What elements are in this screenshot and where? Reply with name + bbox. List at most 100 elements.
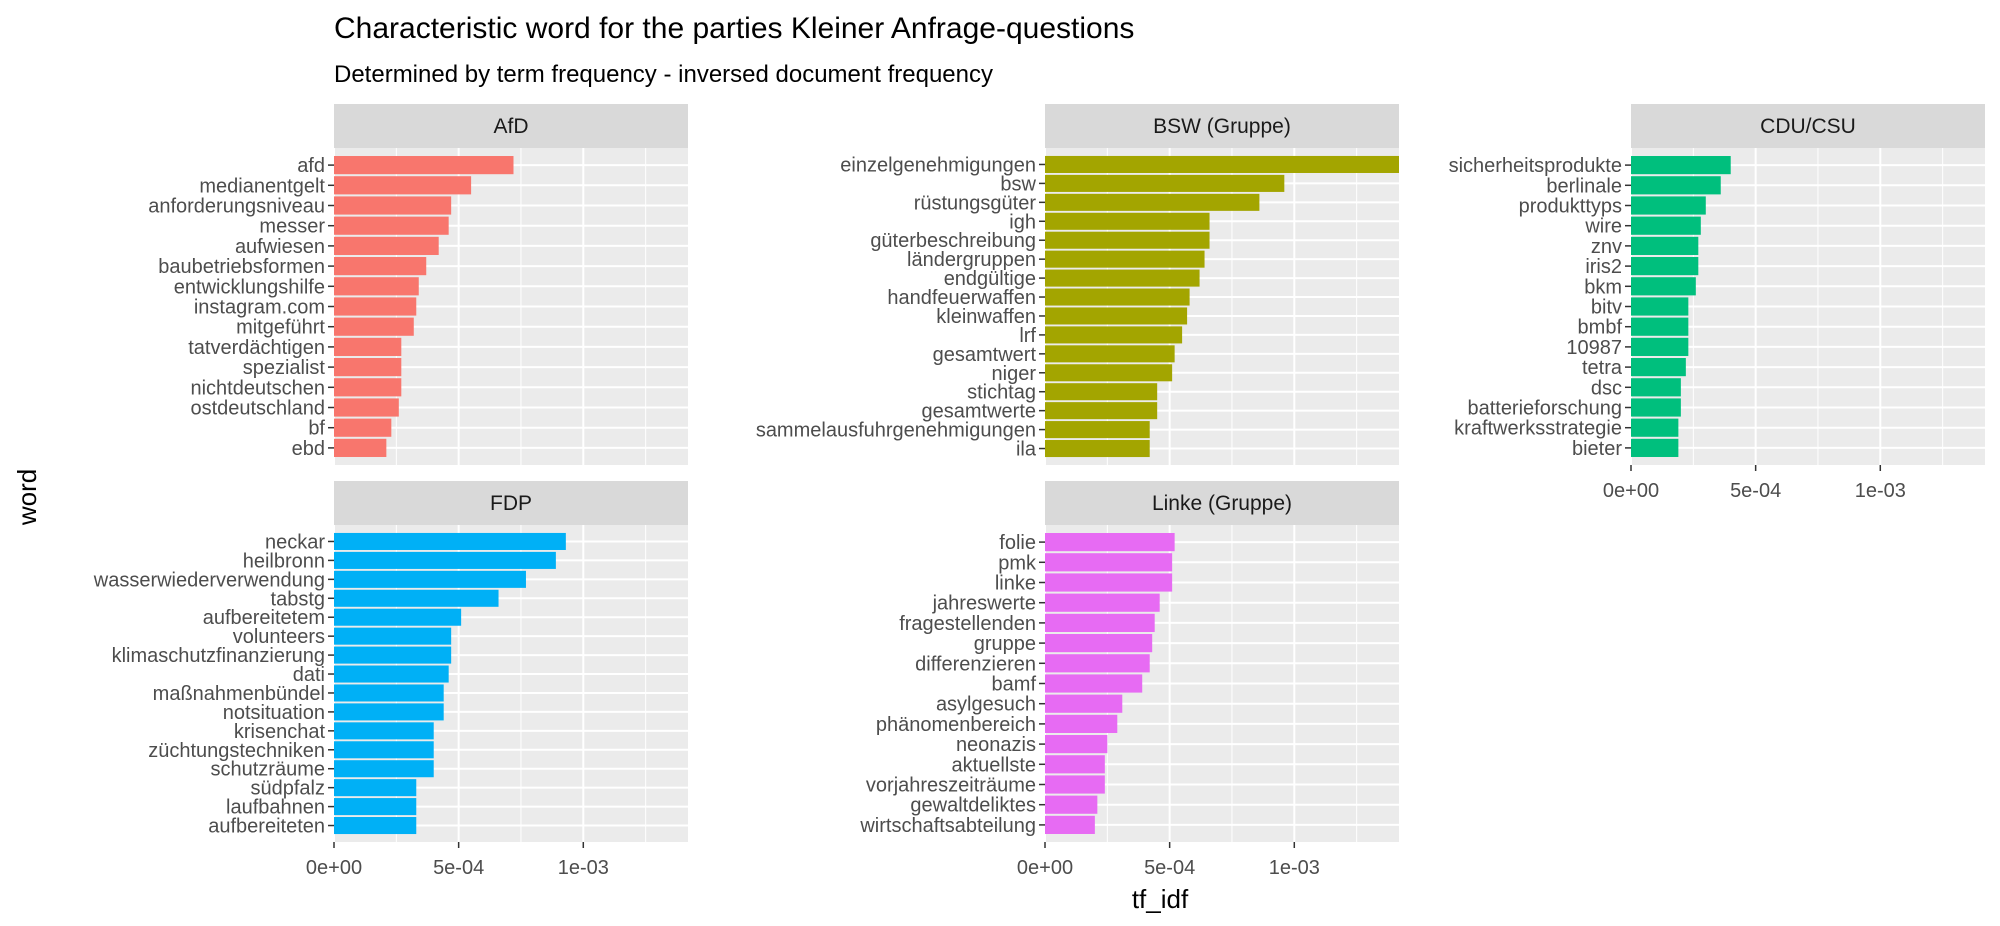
y-tick-label: mitgeführt <box>236 317 325 339</box>
y-tick-label: aufbereiteten <box>208 816 325 838</box>
y-tick-label: gesamtwert <box>933 344 1037 366</box>
y-tick-label: krisenchat <box>234 721 326 743</box>
bar <box>334 176 472 195</box>
bar <box>1045 231 1210 249</box>
y-tick-label: differenzieren <box>915 653 1036 675</box>
x-tick-label: 1e-03 <box>1855 480 1906 502</box>
bar <box>1045 212 1210 230</box>
y-tick-label: medianentgelt <box>199 175 325 197</box>
facet-panel: Linke (Gruppe) foliepmklinkejahreswertefr… <box>859 481 1399 879</box>
y-tick-label: spezialist <box>243 357 326 379</box>
bar <box>1045 174 1285 192</box>
bar <box>1631 398 1681 417</box>
y-tick-label: klimaschutzfinanzierung <box>112 645 325 667</box>
x-tick-label: 0e+00 <box>306 857 362 879</box>
bar <box>1631 438 1679 457</box>
y-tick-label: niger <box>992 363 1037 385</box>
y-tick-label: fragestellenden <box>899 613 1036 635</box>
bar <box>1045 795 1098 814</box>
bar <box>1045 440 1150 458</box>
bar <box>1045 288 1190 306</box>
y-tick-label: afd <box>297 155 325 177</box>
x-tick-label: 1e-03 <box>558 857 609 879</box>
bar <box>1045 613 1155 632</box>
bar <box>334 760 434 778</box>
bar <box>334 665 449 683</box>
y-tick-label: ebd <box>292 438 325 460</box>
bar <box>1045 573 1173 592</box>
y-axis-title: word <box>12 469 42 526</box>
y-tick-label: bieter <box>1572 438 1622 460</box>
y-tick-label: asylgesuch <box>936 694 1036 716</box>
bar <box>334 703 444 721</box>
y-tick-label: ostdeutschland <box>190 398 325 420</box>
y-tick-label: nichtdeutschen <box>190 377 325 399</box>
y-tick-label: iris2 <box>1585 256 1622 278</box>
bar <box>334 627 452 645</box>
y-tick-label: rüstungsgüter <box>914 192 1037 214</box>
bar <box>334 722 434 740</box>
bar <box>1045 326 1183 344</box>
bar <box>334 378 402 397</box>
bar <box>334 646 452 664</box>
x-tick-label: 0e+00 <box>1603 480 1659 502</box>
y-tick-label: dati <box>293 664 325 686</box>
facet-strip-label: FDP <box>490 492 532 515</box>
bar <box>334 277 419 296</box>
y-tick-label: gewaltdeliktes <box>910 795 1036 817</box>
y-tick-label: bkm <box>1584 276 1622 298</box>
bar <box>1045 674 1143 693</box>
y-tick-label: aktuellste <box>952 754 1037 776</box>
bar <box>1045 634 1153 653</box>
y-tick-label: entwicklungshilfe <box>174 276 325 298</box>
bar <box>334 418 392 437</box>
y-tick-label: phänomenbereich <box>876 714 1036 736</box>
bar <box>1045 269 1200 287</box>
y-tick-label: bf <box>308 418 325 440</box>
y-tick-label: vorjahreszeiträume <box>866 775 1036 797</box>
y-tick-label: znv <box>1591 236 1622 258</box>
y-tick-label: südpfalz <box>251 778 326 800</box>
y-tick-label: laufbahnen <box>226 797 325 819</box>
bar <box>334 798 417 816</box>
y-tick-label: handfeuerwaffen <box>887 287 1036 309</box>
y-tick-label: neckar <box>265 531 325 553</box>
y-tick-label: anforderungsniveau <box>148 196 325 218</box>
y-tick-label: bitv <box>1591 297 1622 319</box>
y-tick-label: dsc <box>1591 377 1622 399</box>
bar <box>334 216 449 235</box>
y-tick-label: gruppe <box>974 633 1036 655</box>
y-tick-label: messer <box>259 216 325 238</box>
y-tick-label: volunteers <box>233 626 325 648</box>
y-tick-label: einzelgenehmigungen <box>840 154 1036 176</box>
bar <box>1045 383 1158 401</box>
bar <box>334 398 399 417</box>
y-tick-label: linke <box>995 573 1036 595</box>
y-tick-label: tabstg <box>271 588 325 610</box>
x-tick-label: 0e+00 <box>1017 857 1073 879</box>
bar <box>1631 317 1689 336</box>
y-tick-label: tetra <box>1582 357 1623 379</box>
y-tick-label: züchtungstechniken <box>148 740 325 762</box>
panels-layer: AfD afdmedianentgeltanforderungsniveaumes… <box>93 104 1985 879</box>
bar <box>334 337 402 356</box>
y-tick-label: sicherheitsprodukte <box>1449 155 1622 177</box>
bar <box>334 257 427 276</box>
facet-strip <box>1631 104 1985 148</box>
y-tick-label: lrf <box>1019 325 1036 347</box>
y-tick-label: aufwiesen <box>235 236 325 258</box>
bar <box>1045 553 1173 572</box>
bar <box>334 532 566 550</box>
facet-strip-label: AfD <box>493 115 528 138</box>
bar <box>334 358 402 377</box>
x-tick-label: 1e-03 <box>1269 857 1320 879</box>
y-tick-label: kleinwaffen <box>936 306 1036 328</box>
chart-title: Characteristic word for the parties Klei… <box>334 12 1134 45</box>
bar <box>334 570 526 588</box>
y-tick-label: 10987 <box>1566 337 1622 359</box>
bar <box>334 297 417 316</box>
facet-strip <box>334 104 688 148</box>
bar <box>1045 193 1260 211</box>
facet-strip-label: Linke (Gruppe) <box>1152 492 1292 515</box>
